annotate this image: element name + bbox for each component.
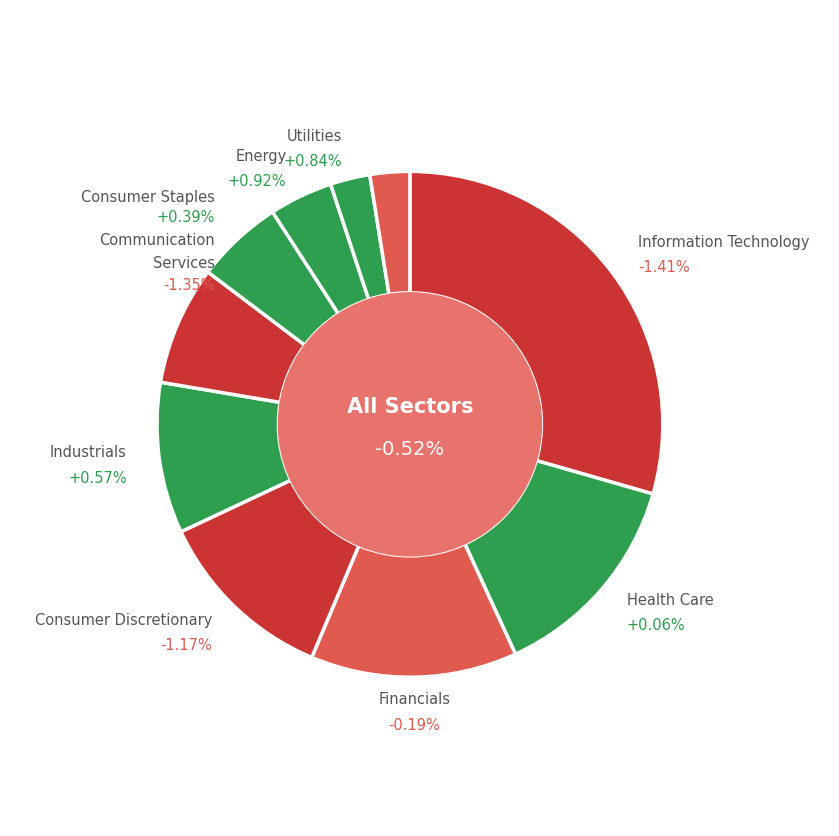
Text: Consumer Staples: Consumer Staples — [81, 190, 215, 205]
Text: Consumer Discretionary: Consumer Discretionary — [34, 613, 212, 628]
Text: -1.35%: -1.35% — [164, 278, 215, 293]
Text: +0.84%: +0.84% — [284, 155, 342, 170]
Text: Information Technology: Information Technology — [638, 235, 810, 250]
Circle shape — [279, 293, 541, 556]
Text: -1.41%: -1.41% — [638, 260, 690, 275]
Wedge shape — [410, 171, 663, 494]
Wedge shape — [370, 171, 410, 294]
Text: Industrials: Industrials — [50, 446, 127, 461]
Text: Utilities: Utilities — [287, 129, 342, 144]
Wedge shape — [465, 461, 653, 654]
Wedge shape — [181, 480, 359, 657]
Text: +0.92%: +0.92% — [228, 174, 286, 189]
Text: -0.19%: -0.19% — [388, 718, 440, 733]
Text: Health Care: Health Care — [627, 593, 713, 608]
Text: +0.06%: +0.06% — [627, 618, 685, 633]
Text: +0.57%: +0.57% — [68, 471, 127, 486]
Text: -1.17%: -1.17% — [160, 638, 212, 653]
Wedge shape — [331, 175, 389, 299]
Wedge shape — [273, 184, 368, 314]
Text: All Sectors: All Sectors — [347, 396, 473, 416]
Text: Energy: Energy — [235, 149, 286, 164]
Wedge shape — [208, 212, 338, 345]
Text: Financials: Financials — [378, 692, 451, 707]
Text: Services: Services — [154, 256, 215, 271]
Wedge shape — [157, 382, 291, 532]
Wedge shape — [160, 272, 305, 402]
Wedge shape — [312, 544, 515, 677]
Text: -0.52%: -0.52% — [375, 440, 445, 459]
Text: Communication: Communication — [100, 233, 215, 248]
Text: +0.39%: +0.39% — [157, 210, 215, 225]
